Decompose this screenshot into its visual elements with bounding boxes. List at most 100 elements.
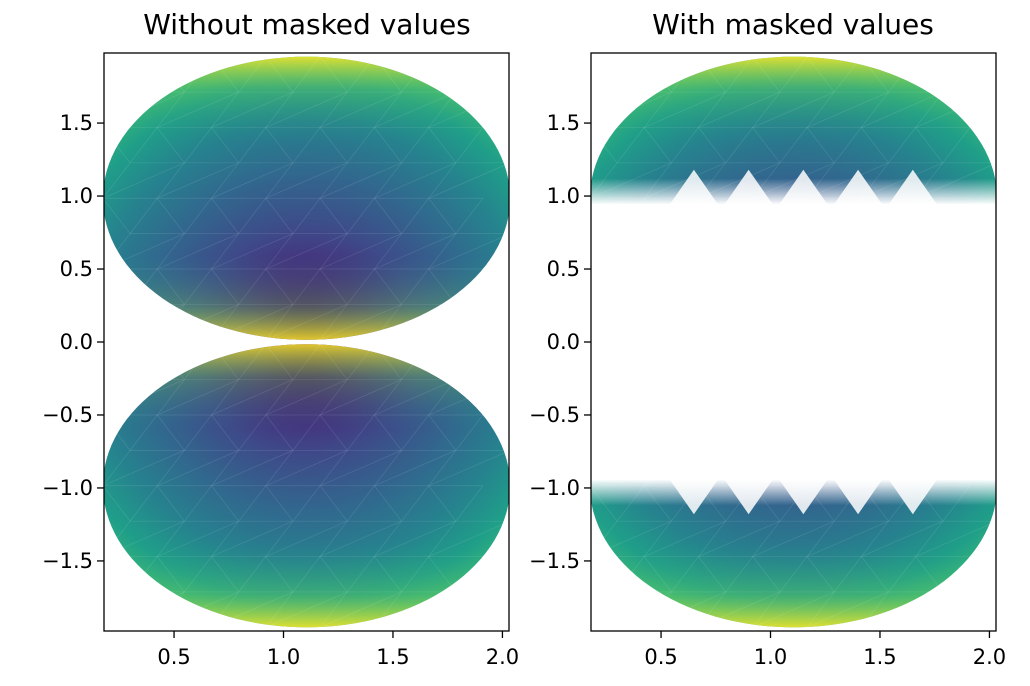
- mesh-triangle: [860, 556, 917, 593]
- mesh-triangle: [373, 414, 430, 451]
- y-ticks-left: 1.5 1.0 0.5 0.0 −0.5 −1.0 −1.5: [42, 111, 104, 573]
- mesh-triangle: [373, 162, 456, 200]
- mesh-triangle: [427, 591, 509, 628]
- mesh-triangle: [319, 268, 376, 305]
- plot-area-left: [104, 56, 509, 628]
- mesh-triangle: [156, 485, 213, 522]
- mesh-triangle: [264, 91, 348, 129]
- mesh-triangle: [264, 379, 348, 416]
- mesh-triangle: [156, 127, 213, 164]
- y-tick-label: −1.5: [42, 549, 93, 573]
- mesh-triangle: [264, 162, 348, 200]
- y-tick-label: 0.5: [547, 257, 580, 281]
- mesh-triangle: [373, 450, 456, 487]
- mesh-triangle: [427, 414, 484, 451]
- mask-notch-bottom: [829, 473, 887, 515]
- mesh-triangle: [210, 233, 294, 270]
- mesh-triangle: [643, 556, 700, 593]
- x-ticks-left: 0.5 1.0 1.5 2.0: [157, 631, 519, 669]
- y-tick-label: 0.0: [547, 330, 580, 354]
- mesh-triangle: [104, 485, 158, 522]
- mesh-triangle: [591, 591, 672, 628]
- mesh-triangle: [264, 304, 348, 340]
- mesh-triangle: [210, 450, 294, 487]
- mask-notch-top: [720, 169, 778, 211]
- mesh-triangle: [373, 556, 430, 593]
- mesh-triangle: [427, 127, 484, 164]
- mesh-triangle: [914, 127, 971, 164]
- y-tick-label: −0.5: [529, 403, 580, 427]
- mesh-triangle: [264, 450, 348, 487]
- mesh-triangle: [156, 268, 213, 305]
- mesh-triangle: [427, 162, 509, 200]
- panel-without-masked: Without masked values 0.5 1.0 1.5 2.0 1.51.…: [42, 8, 519, 669]
- mesh-triangle: [210, 304, 294, 340]
- mesh-triangle: [264, 520, 348, 558]
- mesh-triangle: [373, 379, 456, 416]
- mesh-triangle: [319, 197, 376, 235]
- mesh-triangle: [318, 162, 402, 200]
- mesh-triangle: [104, 344, 158, 381]
- mesh-triangle: [156, 162, 239, 200]
- x-tick-label: 2.0: [973, 645, 1006, 669]
- mesh-triangle: [806, 127, 863, 164]
- mesh-triangle: [373, 268, 430, 305]
- y-tick-label: 1.0: [60, 184, 93, 208]
- mesh-triangle: [156, 233, 239, 270]
- y-tick-label: 0.0: [60, 330, 93, 354]
- mesh-triangle: [373, 127, 430, 164]
- y-tick-label: −1.5: [529, 549, 580, 573]
- mesh-triangle: [860, 520, 943, 558]
- mesh-triangle: [860, 127, 917, 164]
- y-tick-label: 0.5: [60, 257, 93, 281]
- mask-notch-bottom: [665, 473, 723, 515]
- mesh-triangle: [318, 91, 402, 129]
- mesh-triangle: [264, 233, 348, 270]
- mesh-triangle: [591, 56, 645, 93]
- x-ticks-right: 0.5 1.0 1.5 2.0: [644, 631, 1006, 669]
- mesh-triangle: [697, 591, 781, 628]
- mesh-triangle: [318, 520, 402, 558]
- ellipse-rim-lower: [104, 344, 509, 628]
- mask-notch-top: [665, 169, 723, 211]
- mesh-triangle: [210, 556, 267, 593]
- mesh-triangle: [427, 233, 509, 270]
- mesh-triangle: [427, 344, 484, 381]
- mesh-triangle: [210, 414, 267, 451]
- mesh-triangle: [697, 556, 754, 593]
- mesh-triangle: [264, 591, 348, 628]
- mesh-triangle: [805, 520, 889, 558]
- mesh-triangle: [373, 520, 456, 558]
- mask-notch-bottom: [720, 473, 778, 515]
- mesh-triangle: [318, 591, 402, 628]
- ellipse-rim-upper: [104, 56, 509, 340]
- mesh-triangle: [427, 520, 509, 558]
- mesh-triangle: [210, 127, 267, 164]
- mesh-triangle: [104, 56, 158, 93]
- mesh-triangle: [751, 520, 835, 558]
- mesh-triangle: [104, 162, 185, 200]
- x-tick-label: 1.5: [863, 645, 896, 669]
- mesh-triangle: [752, 127, 808, 164]
- mesh-triangle: [210, 344, 267, 381]
- mesh-triangle: [265, 556, 321, 593]
- mesh-triangle: [373, 233, 456, 270]
- x-tick-label: 1.0: [754, 645, 787, 669]
- mesh-triangle: [697, 127, 754, 164]
- mesh-triangle: [373, 485, 430, 522]
- mesh-triangle: [319, 127, 376, 164]
- mesh-triangle: [319, 344, 376, 381]
- x-tick-label: 0.5: [644, 645, 677, 669]
- mesh-triangle: [427, 197, 484, 235]
- mesh-triangle: [156, 450, 239, 487]
- mesh-triangle: [318, 450, 402, 487]
- mesh-triangle: [210, 91, 294, 129]
- mesh-triangle: [373, 197, 430, 235]
- mesh-triangle: [643, 127, 700, 164]
- y-tick-label: 1.0: [547, 184, 580, 208]
- mesh-triangle: [265, 268, 321, 305]
- chart-title-right: With masked values: [652, 8, 934, 41]
- y-tick-label: −1.0: [529, 476, 580, 500]
- x-tick-label: 1.5: [376, 645, 409, 669]
- mesh-triangle: [805, 591, 889, 628]
